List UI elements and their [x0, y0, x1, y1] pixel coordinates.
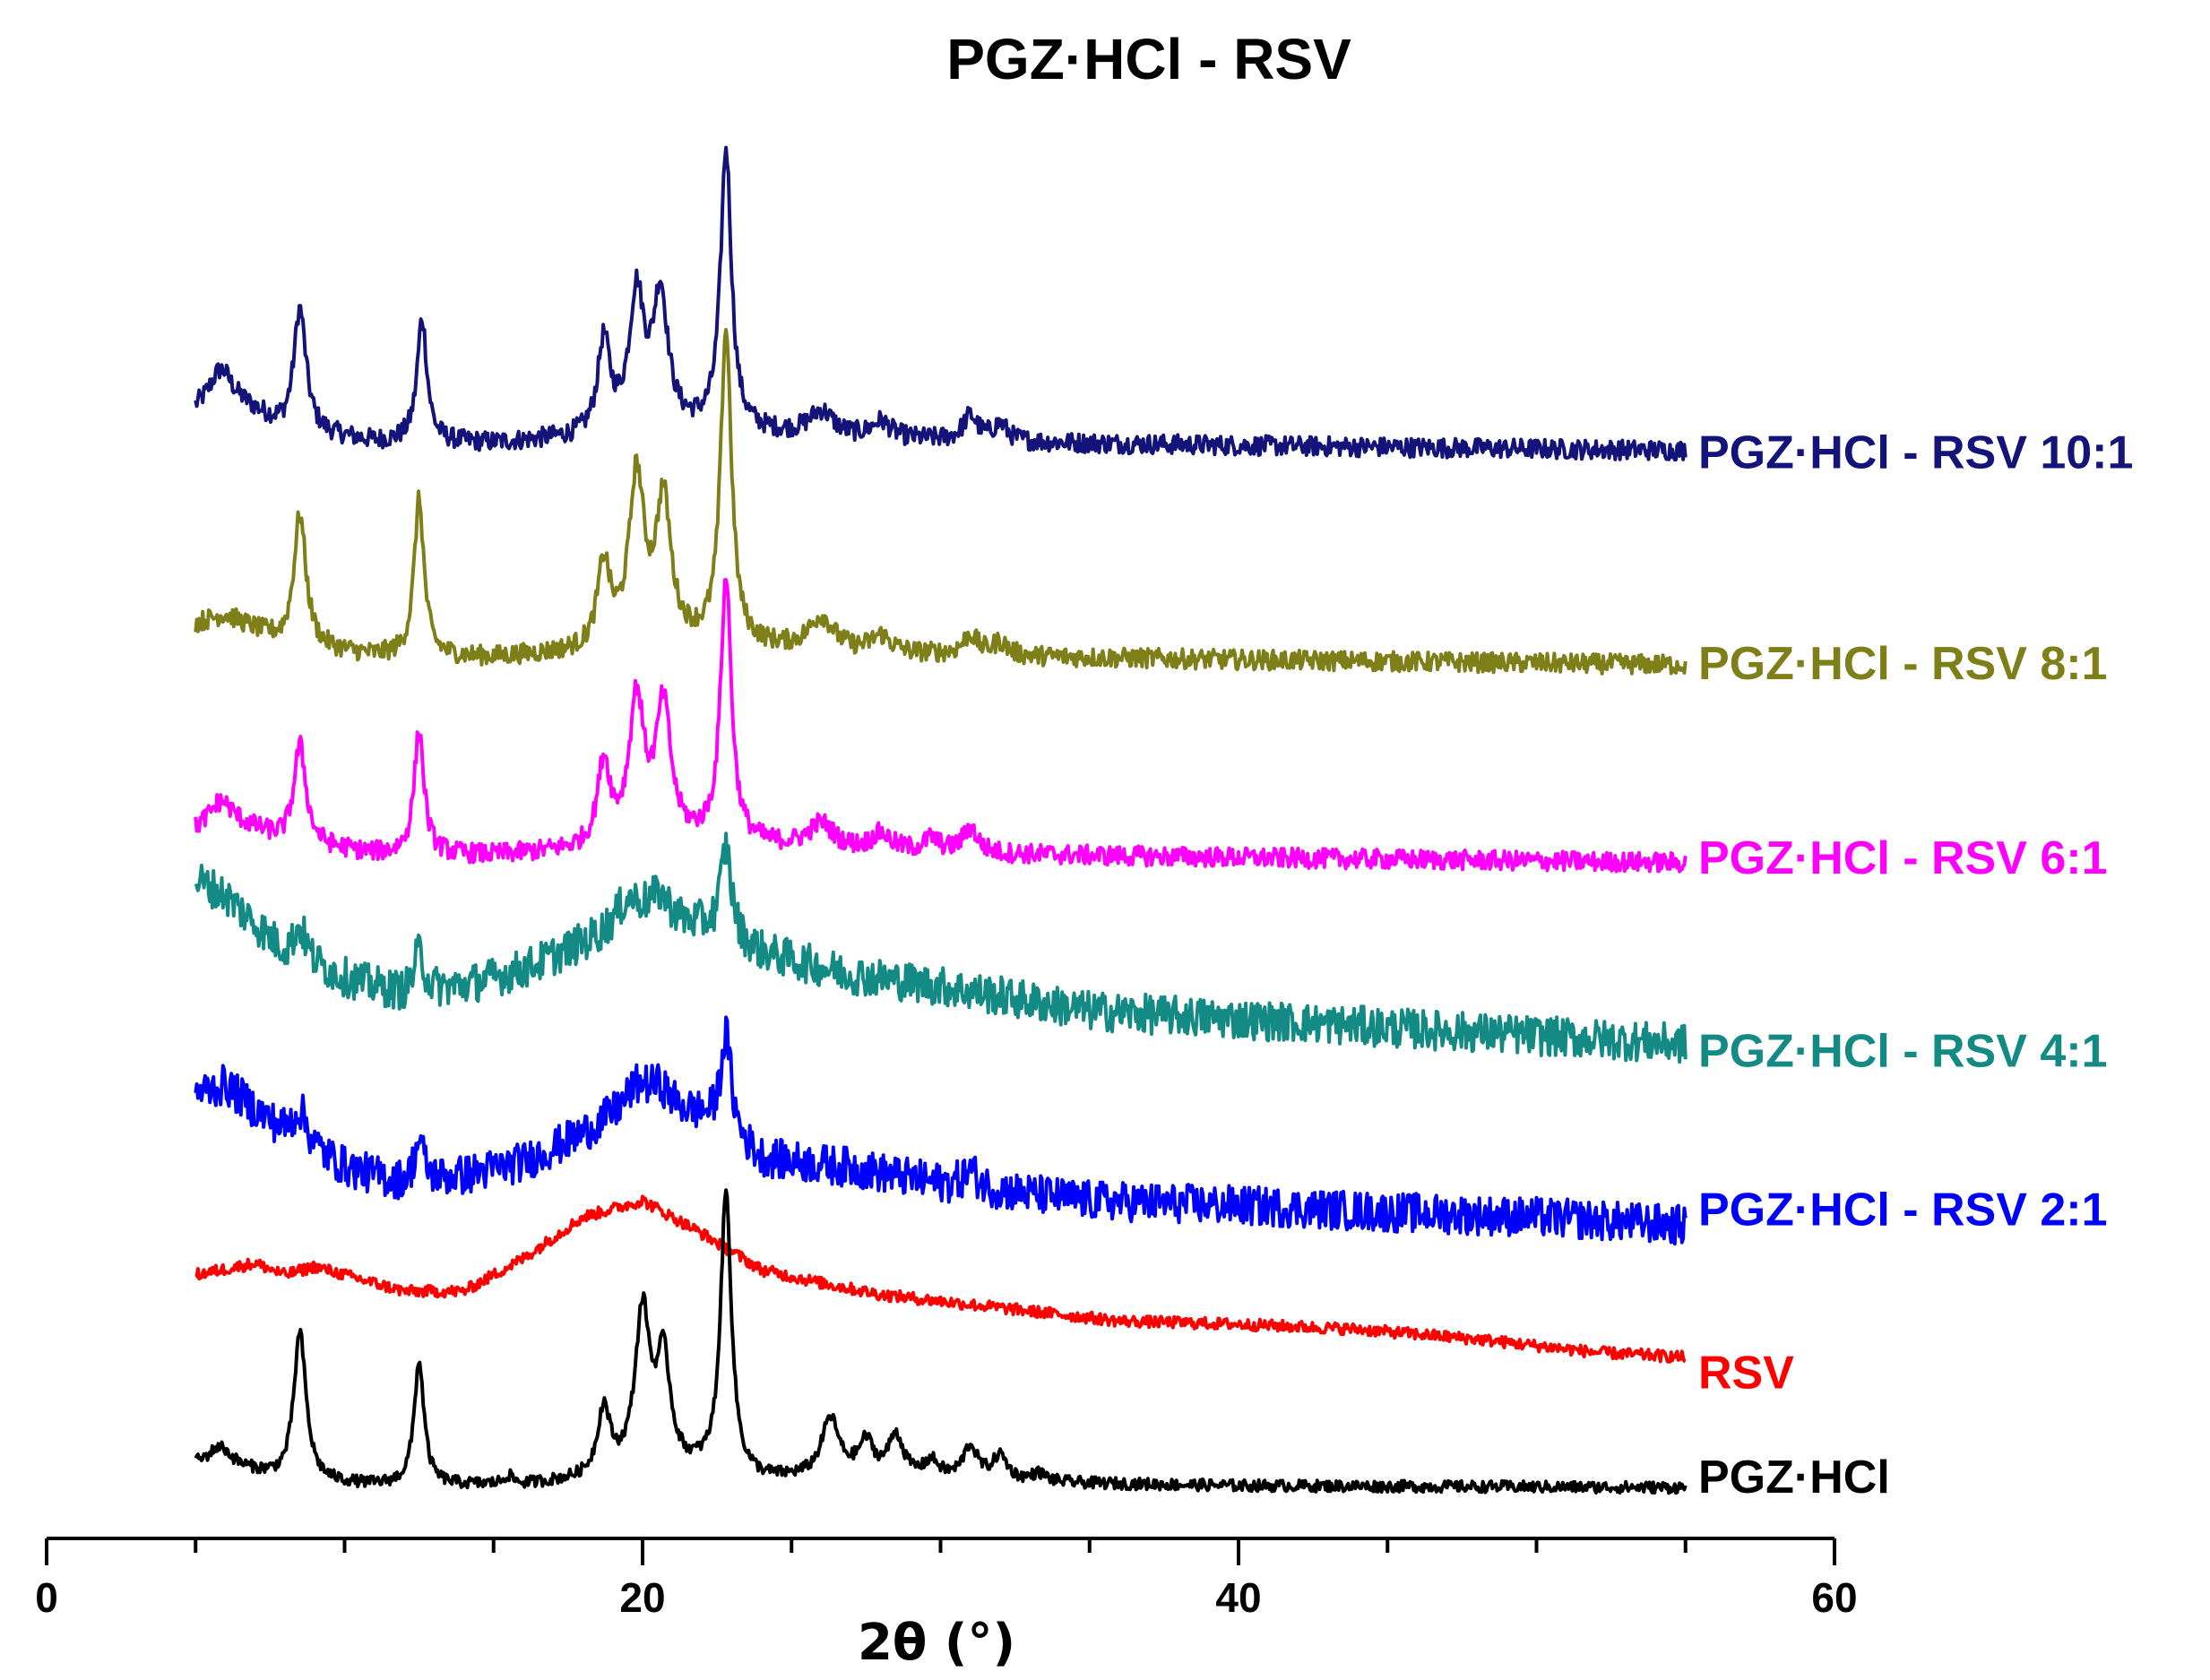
- series-layer: PGZ·HCl - RSV 10:1 PGZ·HCl - RSV 8:1 PGZ·H…: [194, 145, 2133, 1503]
- series-6: PGZ·HCl: [194, 1188, 1890, 1503]
- series-label-5: RSV: [1698, 1347, 1794, 1399]
- series-line-2: [194, 578, 1688, 874]
- series-5: RSV: [194, 1194, 1794, 1399]
- chart-title: PGZ·HCl - RSV: [946, 27, 1351, 91]
- x-axis: 0 20 40 60: [35, 1537, 1858, 1621]
- x-axis-label: 2θ (°): [858, 1614, 1015, 1672]
- x-tick-label: 40: [1215, 1574, 1261, 1621]
- series-label-2: PGZ·HCl - RSV 6:1: [1698, 832, 2108, 884]
- x-tick-label: 20: [619, 1574, 665, 1621]
- series-line-6: [194, 1188, 1688, 1495]
- series-line-4: [194, 1015, 1688, 1246]
- series-1: PGZ·HCl - RSV 8:1: [194, 328, 2108, 690]
- series-label-6: PGZ·HCl: [1698, 1452, 1890, 1503]
- series-4: PGZ·HCl - RSV 2:1: [194, 1015, 2108, 1246]
- series-label-0: PGZ·HCl - RSV 10:1: [1698, 427, 2133, 479]
- series-3: PGZ·HCl - RSV 4:1: [194, 831, 2108, 1077]
- series-label-1: PGZ·HCl - RSV 8:1: [1698, 638, 2108, 690]
- series-line-0: [194, 145, 1688, 462]
- series-line-5: [194, 1194, 1687, 1364]
- x-tick-label: 60: [1811, 1574, 1857, 1621]
- series-line-3: [194, 831, 1688, 1064]
- series-label-3: PGZ·HCl - RSV 4:1: [1698, 1025, 2108, 1077]
- series-line-1: [194, 328, 1688, 676]
- series-label-4: PGZ·HCl - RSV 2:1: [1698, 1184, 2108, 1236]
- x-tick-label: 0: [35, 1574, 58, 1621]
- series-0: PGZ·HCl - RSV 10:1: [194, 145, 2133, 479]
- series-2: PGZ·HCl - RSV 6:1: [194, 578, 2108, 884]
